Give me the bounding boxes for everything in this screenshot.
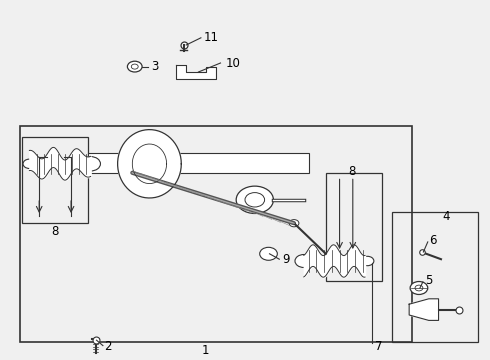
Circle shape	[260, 247, 277, 260]
Text: 7: 7	[375, 340, 382, 353]
Text: 8: 8	[348, 165, 356, 177]
Circle shape	[295, 255, 313, 267]
Bar	[88, 153, 309, 173]
Polygon shape	[118, 130, 181, 198]
Circle shape	[415, 285, 423, 291]
Text: 3: 3	[151, 60, 158, 73]
Text: 6: 6	[429, 234, 437, 247]
Bar	[20, 126, 412, 342]
Circle shape	[289, 220, 299, 227]
Text: 9: 9	[282, 253, 290, 266]
Circle shape	[23, 159, 36, 168]
Polygon shape	[409, 299, 439, 320]
Text: 10: 10	[225, 57, 240, 69]
Text: 4: 4	[442, 210, 450, 222]
Circle shape	[410, 282, 428, 294]
Text: 5: 5	[425, 274, 433, 287]
Circle shape	[361, 256, 374, 266]
Bar	[326, 173, 382, 281]
Circle shape	[131, 64, 138, 69]
Polygon shape	[176, 65, 216, 79]
Text: 2: 2	[104, 340, 112, 353]
Bar	[22, 137, 88, 223]
Text: 1: 1	[202, 345, 210, 357]
Bar	[392, 212, 478, 342]
Text: 11: 11	[203, 31, 219, 44]
Circle shape	[245, 193, 265, 207]
Circle shape	[81, 157, 100, 171]
Circle shape	[236, 186, 273, 213]
Text: 8: 8	[51, 225, 59, 238]
Circle shape	[127, 61, 142, 72]
